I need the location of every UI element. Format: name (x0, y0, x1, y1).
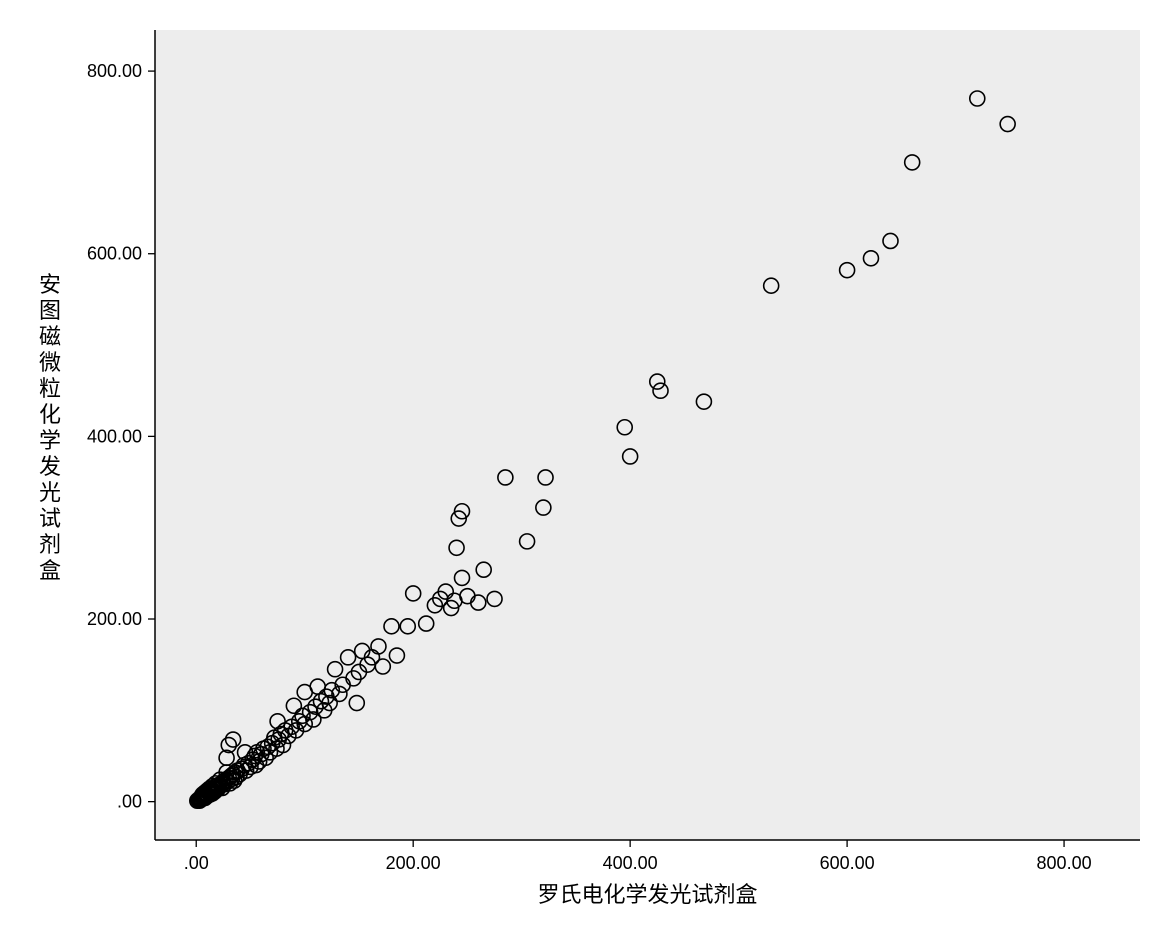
y-tick-label: 400.00 (87, 426, 142, 446)
x-tick-label: 800.00 (1037, 853, 1092, 873)
x-tick-label: 600.00 (820, 853, 875, 873)
y-tick-label: 600.00 (87, 244, 142, 264)
y-axis-title: 安图磁微粒化学发光试剂盒 (39, 272, 61, 583)
x-axis-title: 罗氏电化学发光试剂盒 (537, 882, 757, 907)
x-tick-label: 400.00 (603, 853, 658, 873)
plot-background (155, 30, 1140, 840)
chart-svg: .00 200.00 400.00 600.00 800.00 .00 200.00 400.… (0, 0, 1176, 945)
x-tick-label: 200.00 (386, 853, 441, 873)
x-tick-label: .00 (184, 853, 209, 873)
y-tick-label: .00 (117, 792, 142, 812)
y-tick-label: 800.00 (87, 61, 142, 81)
y-tick-label: 200.00 (87, 609, 142, 629)
scatter-chart: .00 200.00 400.00 600.00 800.00 .00 200.00 400.… (0, 0, 1176, 945)
